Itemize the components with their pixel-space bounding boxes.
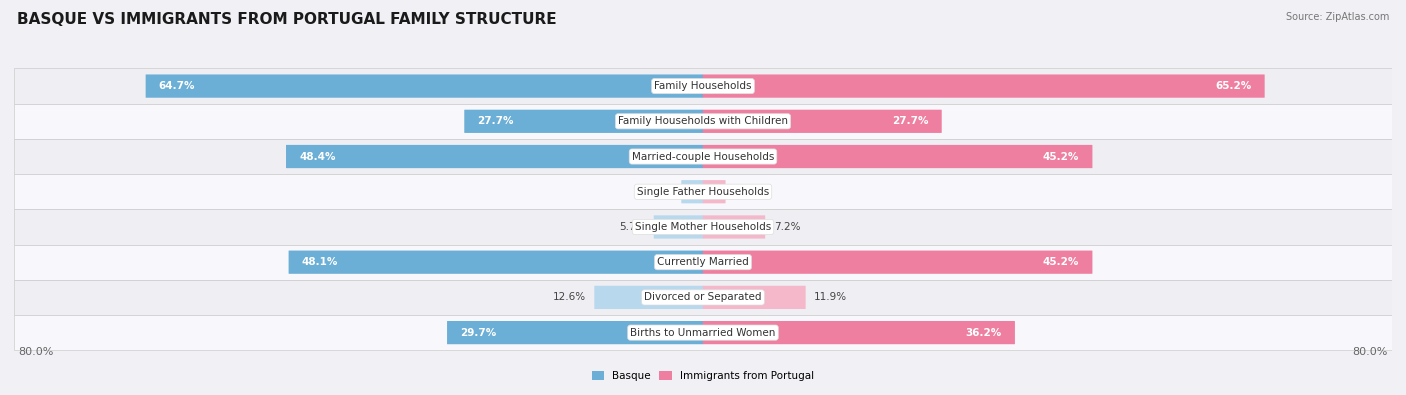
- Text: 48.1%: 48.1%: [302, 257, 337, 267]
- FancyBboxPatch shape: [14, 209, 1392, 245]
- Text: Family Households: Family Households: [654, 81, 752, 91]
- Text: 27.7%: 27.7%: [893, 116, 928, 126]
- Text: 36.2%: 36.2%: [966, 327, 1002, 338]
- Text: 11.9%: 11.9%: [814, 292, 848, 303]
- Text: 65.2%: 65.2%: [1215, 81, 1251, 91]
- Text: Single Father Households: Single Father Households: [637, 187, 769, 197]
- FancyBboxPatch shape: [703, 110, 942, 133]
- FancyBboxPatch shape: [146, 75, 703, 98]
- Legend: Basque, Immigrants from Portugal: Basque, Immigrants from Portugal: [588, 367, 818, 386]
- Text: 64.7%: 64.7%: [159, 81, 195, 91]
- FancyBboxPatch shape: [703, 75, 1264, 98]
- FancyBboxPatch shape: [654, 215, 703, 239]
- Text: Source: ZipAtlas.com: Source: ZipAtlas.com: [1285, 12, 1389, 22]
- FancyBboxPatch shape: [14, 174, 1392, 209]
- FancyBboxPatch shape: [703, 215, 765, 239]
- Text: 48.4%: 48.4%: [299, 152, 336, 162]
- Text: 45.2%: 45.2%: [1043, 257, 1080, 267]
- Text: 2.5%: 2.5%: [647, 187, 673, 197]
- FancyBboxPatch shape: [288, 250, 703, 274]
- Text: Married-couple Households: Married-couple Households: [631, 152, 775, 162]
- FancyBboxPatch shape: [703, 145, 1092, 168]
- Text: 2.6%: 2.6%: [734, 187, 761, 197]
- FancyBboxPatch shape: [703, 250, 1092, 274]
- FancyBboxPatch shape: [682, 180, 703, 203]
- FancyBboxPatch shape: [703, 180, 725, 203]
- FancyBboxPatch shape: [703, 321, 1015, 344]
- FancyBboxPatch shape: [14, 68, 1392, 104]
- Text: Divorced or Separated: Divorced or Separated: [644, 292, 762, 303]
- Text: 27.7%: 27.7%: [478, 116, 513, 126]
- FancyBboxPatch shape: [464, 110, 703, 133]
- Text: 80.0%: 80.0%: [18, 347, 53, 357]
- Text: Family Households with Children: Family Households with Children: [619, 116, 787, 126]
- FancyBboxPatch shape: [14, 280, 1392, 315]
- Text: Births to Unmarried Women: Births to Unmarried Women: [630, 327, 776, 338]
- FancyBboxPatch shape: [595, 286, 703, 309]
- FancyBboxPatch shape: [447, 321, 703, 344]
- Text: 12.6%: 12.6%: [553, 292, 586, 303]
- Text: 5.7%: 5.7%: [619, 222, 645, 232]
- FancyBboxPatch shape: [14, 104, 1392, 139]
- Text: 80.0%: 80.0%: [1353, 347, 1388, 357]
- Text: Single Mother Households: Single Mother Households: [636, 222, 770, 232]
- FancyBboxPatch shape: [14, 315, 1392, 350]
- Text: 29.7%: 29.7%: [460, 327, 496, 338]
- FancyBboxPatch shape: [285, 145, 703, 168]
- Text: 7.2%: 7.2%: [773, 222, 800, 232]
- Text: BASQUE VS IMMIGRANTS FROM PORTUGAL FAMILY STRUCTURE: BASQUE VS IMMIGRANTS FROM PORTUGAL FAMIL…: [17, 12, 557, 27]
- Text: Currently Married: Currently Married: [657, 257, 749, 267]
- FancyBboxPatch shape: [14, 245, 1392, 280]
- FancyBboxPatch shape: [14, 139, 1392, 174]
- Text: 45.2%: 45.2%: [1043, 152, 1080, 162]
- FancyBboxPatch shape: [703, 286, 806, 309]
